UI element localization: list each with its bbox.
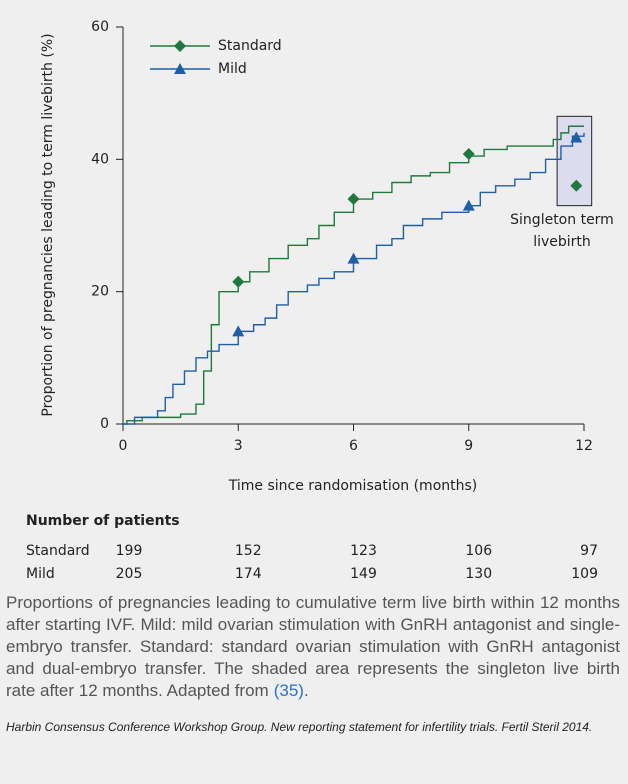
diamond-marker <box>174 40 186 52</box>
diamond-marker <box>347 193 360 206</box>
singleton-band <box>556 115 593 207</box>
triangle-marker <box>174 63 186 74</box>
at-risk-value: 106 <box>465 543 492 559</box>
triangle-marker <box>347 252 360 264</box>
x-tick-label: 9 <box>464 438 473 454</box>
triangle-marker <box>462 199 475 211</box>
caption: Proportions of pregnancies leading to cu… <box>6 592 620 702</box>
caption-end: . <box>303 681 309 700</box>
at-risk-value: 199 <box>116 543 143 559</box>
y-tick-label: 0 <box>100 416 109 432</box>
y-tick-label: 20 <box>91 284 109 300</box>
diamond-marker <box>462 148 475 161</box>
x-tick-label: 0 <box>119 438 128 454</box>
at-risk-value: 109 <box>571 566 598 582</box>
singleton-label: Singleton term <box>510 212 614 228</box>
legend-label: Mild <box>218 61 247 77</box>
y-axis-label: Proportion of pregnancies leading to ter… <box>40 33 56 416</box>
at-risk-label: Standard <box>26 543 90 559</box>
chart: Proportion of pregnancies leading to ter… <box>26 19 614 582</box>
at-risk-value: 97 <box>580 543 598 559</box>
triangle-marker <box>570 131 583 143</box>
at-risk-value: 174 <box>235 566 262 582</box>
at-risk-value: 130 <box>465 566 492 582</box>
at-risk-value: 152 <box>235 543 262 559</box>
at-risk-label: Mild <box>26 566 55 582</box>
x-axis-label: Time since randomisation (months) <box>228 478 478 494</box>
triangle-marker <box>232 325 245 337</box>
at-risk-title: Number of patients <box>26 513 180 529</box>
at-risk-value: 205 <box>116 566 143 582</box>
series-line <box>123 132 585 425</box>
citation: Harbin Consensus Conference Workshop Gro… <box>6 720 593 734</box>
y-tick-label: 40 <box>91 151 109 167</box>
caption-link[interactable]: (35) <box>273 681 304 700</box>
diamond-marker <box>570 179 583 192</box>
at-risk-value: 149 <box>350 566 377 582</box>
at-risk-value: 123 <box>350 543 377 559</box>
singleton-label: livebirth <box>533 234 591 250</box>
y-tick-label: 60 <box>91 19 109 35</box>
x-tick-label: 12 <box>575 438 593 454</box>
x-tick-label: 6 <box>349 438 358 454</box>
legend-label: Standard <box>218 38 282 54</box>
series-line <box>123 125 584 425</box>
caption-text: Proportions of pregnancies leading to cu… <box>6 593 620 700</box>
diamond-marker <box>232 275 245 288</box>
x-tick-label: 3 <box>234 438 243 454</box>
